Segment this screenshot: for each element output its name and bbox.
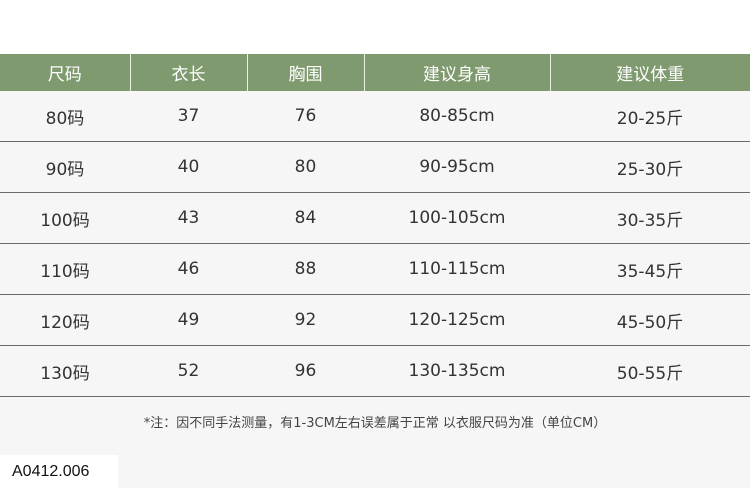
table-cell: 80 xyxy=(247,141,364,193)
table-cell: 120码 xyxy=(0,294,130,346)
product-code: A0412.006 xyxy=(0,455,118,488)
table-cell: 100码 xyxy=(0,192,130,244)
table-cell: 43 xyxy=(130,192,247,244)
column-header: 胸围 xyxy=(246,54,364,91)
column-header: 尺码 xyxy=(0,54,130,91)
table-cell: 80码 xyxy=(0,91,130,142)
table-cell: 50-55斤 xyxy=(550,345,750,397)
table-cell: 130码 xyxy=(0,345,130,397)
table-row: 120码 49 92 120-125cm 45-50斤 xyxy=(0,294,750,346)
table-row: 90码 40 80 90-95cm 25-30斤 xyxy=(0,141,750,193)
table-cell: 100-105cm xyxy=(364,192,550,244)
table-cell: 90码 xyxy=(0,141,130,193)
table-cell: 90-95cm xyxy=(364,141,550,193)
table-row: 110码 46 88 110-115cm 35-45斤 xyxy=(0,243,750,295)
column-header: 衣长 xyxy=(129,54,247,91)
table-cell: 20-25斤 xyxy=(550,91,750,142)
table-cell: 76 xyxy=(247,91,364,142)
table-cell: 35-45斤 xyxy=(550,243,750,295)
table-row: 130码 52 96 130-135cm 50-55斤 xyxy=(0,345,750,397)
table-cell: 40 xyxy=(130,141,247,193)
table-cell: 46 xyxy=(130,243,247,295)
table-cell: 96 xyxy=(247,345,364,397)
table-cell: 37 xyxy=(130,91,247,142)
column-header: 建议身高 xyxy=(363,54,550,91)
table-cell: 49 xyxy=(130,294,247,346)
table-cell: 25-30斤 xyxy=(550,141,750,193)
table-cell: 110码 xyxy=(0,243,130,295)
table-cell: 45-50斤 xyxy=(550,294,750,346)
table-cell: 120-125cm xyxy=(364,294,550,346)
table-cell: 88 xyxy=(247,243,364,295)
top-blank xyxy=(0,0,750,54)
table-cell: 80-85cm xyxy=(364,91,550,142)
table-cell: 84 xyxy=(247,192,364,244)
table-cell: 30-35斤 xyxy=(550,192,750,244)
table-cell: 52 xyxy=(130,345,247,397)
size-chart-table: 尺码 衣长 胸围 建议身高 建议体重 80码 37 76 80-85cm 20-25斤 90码 40… xyxy=(0,54,750,397)
table-cell: 92 xyxy=(247,294,364,346)
header-row: 尺码 衣长 胸围 建议身高 建议体重 xyxy=(0,54,750,91)
column-header: 建议体重 xyxy=(549,54,750,91)
table-row: 100码 43 84 100-105cm 30-35斤 xyxy=(0,192,750,244)
table-cell: 130-135cm xyxy=(364,345,550,397)
table-cell: 110-115cm xyxy=(364,243,550,295)
table-row: 80码 37 76 80-85cm 20-25斤 xyxy=(0,91,750,142)
measurement-note: *注：因不同手法测量，有1-3CM左右误差属于正常 以衣服尺码为准（单位CM） xyxy=(143,416,607,431)
